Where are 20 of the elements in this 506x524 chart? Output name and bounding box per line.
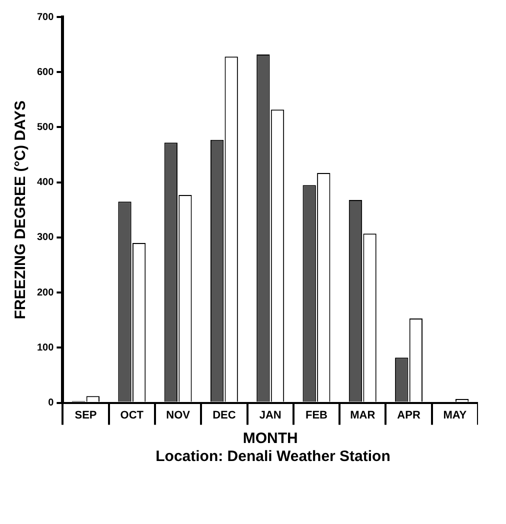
y-tick-label: 200 [36, 287, 54, 298]
x-tick-label: NOV [166, 409, 191, 422]
x-tick-label: DEC [212, 409, 236, 422]
x-axis-title: MONTH [242, 430, 298, 448]
y-tick-label: 400 [36, 177, 54, 188]
x-tick-label: MAY [443, 409, 468, 422]
y-tick-label: 600 [36, 66, 54, 78]
text: Location: Denali Weather Station [154, 448, 392, 465]
y-tick-label: 0 [48, 398, 54, 409]
x-tick-label: SEP [74, 409, 97, 422]
y-tick-label: 700 [36, 12, 54, 23]
y-axis-title: FREEZING DEGREE (°C) DAYS [12, 100, 30, 320]
x-tick-label: APR [397, 409, 420, 422]
y-tick-label: 500 [36, 122, 54, 133]
x-tick-label: FEB [305, 409, 328, 422]
y-tick-label: 100 [36, 342, 54, 354]
y-tick-label: 300 [36, 232, 54, 244]
x-tick-label: MAR [350, 409, 376, 422]
x-tick-label: JAN [259, 409, 282, 422]
x-tick-label: OCT [120, 409, 144, 422]
